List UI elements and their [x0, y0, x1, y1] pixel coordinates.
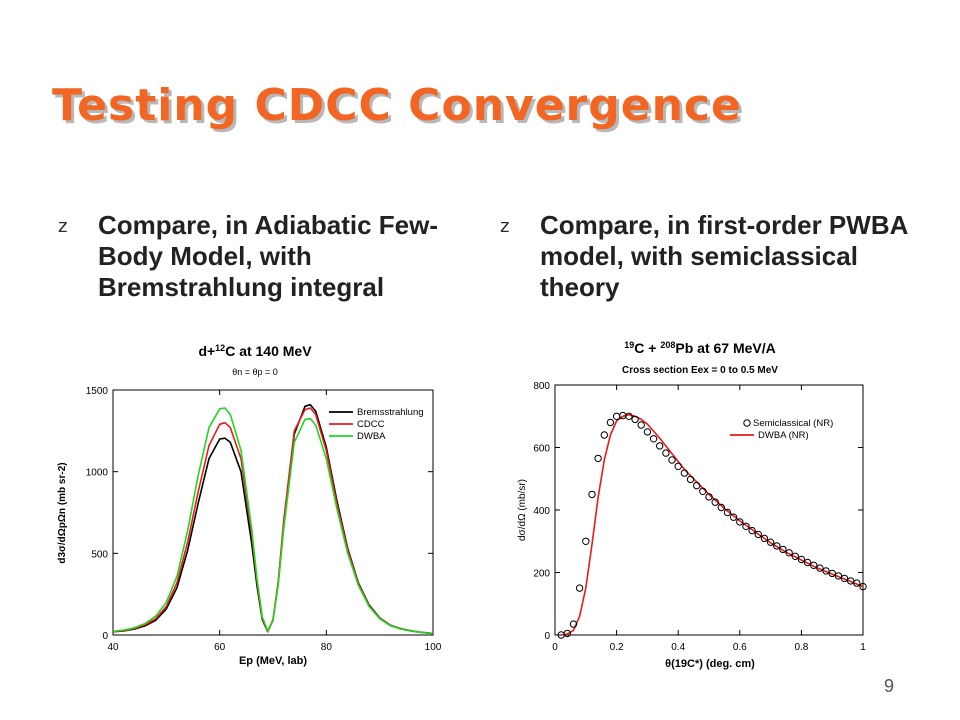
plot-frame: [112, 389, 434, 636]
x-axis-label: Ep (MeV, lab): [239, 655, 307, 667]
data-point: [612, 412, 621, 421]
chart-bremsstrahlung-comparison: d+12C at 140 MeV θn = θp = 0 40 60 80 10005…: [57, 343, 442, 667]
y-tick-label: 500: [91, 549, 108, 560]
data-point: [748, 526, 756, 535]
legend-label: DWBA: [357, 431, 386, 442]
legend-label: DWBA (NR): [758, 430, 809, 441]
data-point: [736, 518, 744, 526]
bullet-left-text: Compare, in Adiabatic Few-Body Model, wi…: [98, 210, 438, 302]
x-tick-label: 0.2: [610, 642, 624, 653]
legend-label: Semiclassical (NR): [753, 418, 833, 429]
data-point: [649, 435, 658, 443]
data-point: [773, 542, 781, 550]
y-axis-label: d3σ/dΩpΩn (mb sr-2): [57, 462, 68, 563]
data-point: [668, 456, 676, 464]
legend-swatch: [743, 419, 751, 427]
x-tick-label: 0.8: [794, 642, 808, 653]
bullet-icon: z: [58, 216, 68, 237]
data-point: [797, 555, 806, 564]
data-point: [625, 412, 633, 421]
y-tick-label: 800: [533, 381, 550, 392]
x-axis-label: θ(19C*) (deg. cm): [665, 658, 755, 670]
x-tick-label: 100: [425, 642, 442, 653]
data-point: [723, 508, 732, 517]
data-point: [600, 431, 609, 439]
x-tick-label: 40: [107, 642, 119, 653]
series-lines: [112, 403, 434, 635]
data-point: [859, 582, 867, 591]
data-point: [699, 487, 707, 496]
y-tick-label: 1000: [86, 468, 109, 479]
x-tick-label: 60: [214, 642, 226, 653]
axis-ticks: 0 0.2 0.4 0.6 0.8 1 0 200 400 600 800: [533, 381, 866, 653]
slide-title: Testing CDCC Convergence: [52, 80, 742, 131]
data-point: [711, 498, 719, 506]
data-point: [575, 584, 584, 592]
data-point: [742, 522, 750, 531]
data-point: [680, 469, 689, 477]
data-point: [779, 545, 787, 554]
data-point: [656, 442, 664, 450]
data-point: [822, 567, 830, 575]
data-point: [631, 415, 639, 424]
y-tick-label: 400: [533, 506, 550, 517]
bullet-icon: z: [500, 216, 510, 237]
bullet-right: z Compare, in first-order PWBA model, wi…: [500, 210, 910, 303]
data-point: [662, 449, 670, 457]
y-tick-label: 1500: [86, 386, 109, 397]
data-point: [588, 490, 596, 499]
data-point: [810, 561, 818, 570]
x-tick-label: 1: [860, 642, 866, 653]
data-point: [803, 558, 812, 567]
data-point: [569, 620, 578, 628]
data-point: [791, 552, 799, 561]
data-point: [643, 428, 652, 436]
x-tick-label: 0.4: [671, 642, 685, 653]
data-point: [693, 481, 701, 490]
chart-legend: Semiclassical (NR)DWBA (NR): [730, 418, 833, 441]
data-point: [705, 493, 713, 501]
bullet-right-text: Compare, in first-order PWBA model, with…: [540, 210, 908, 302]
data-point: [785, 549, 793, 557]
data-point: [729, 513, 738, 521]
data-point: [582, 537, 590, 546]
chart-title: 19C + 208Pb at 67 MeV/A: [624, 340, 776, 356]
data-point: [853, 579, 861, 587]
y-tick-label: 200: [533, 569, 550, 580]
data-point: [754, 530, 763, 539]
chart-title: d+12C at 140 MeV: [198, 343, 312, 359]
y-tick-label: 0: [102, 631, 108, 642]
data-point: [563, 629, 571, 638]
x-tick-label: 0: [552, 642, 558, 653]
data-point: [828, 569, 836, 578]
data-point: [594, 454, 602, 463]
data-point: [686, 475, 695, 484]
data-point: [637, 421, 645, 429]
chart-subtitle: θn = θp = 0: [232, 367, 278, 377]
y-tick-label: 600: [533, 444, 550, 455]
data-point: [717, 503, 726, 512]
y-tick-label: 0: [544, 631, 550, 642]
data-point: [760, 534, 769, 543]
data-point: [674, 462, 682, 471]
x-tick-label: 80: [321, 642, 333, 653]
series-line-dwba-nr: [561, 413, 864, 636]
data-point: [766, 538, 775, 546]
series-lines: [557, 411, 867, 639]
data-point: [840, 574, 849, 583]
chart-semiclassical-comparison: 19C + 208Pb at 67 MeV/A Cross section Ee…: [517, 340, 867, 670]
legend-label: Bremsstrahlung: [357, 407, 424, 418]
chart-subtitle: Cross section Eex = 0 to 0.5 MeV: [622, 365, 778, 376]
data-point: [606, 418, 615, 427]
legend-label: CDCC: [357, 419, 385, 430]
x-tick-label: 0.6: [733, 642, 747, 653]
y-axis-label: dσ/dΩ (mb/sr): [517, 479, 528, 541]
data-point: [816, 564, 824, 572]
series-line-dwba: [112, 407, 434, 635]
data-point: [834, 572, 843, 580]
bullet-left: z Compare, in Adiabatic Few-Body Model, …: [58, 210, 448, 303]
page-number: 9: [884, 676, 895, 696]
